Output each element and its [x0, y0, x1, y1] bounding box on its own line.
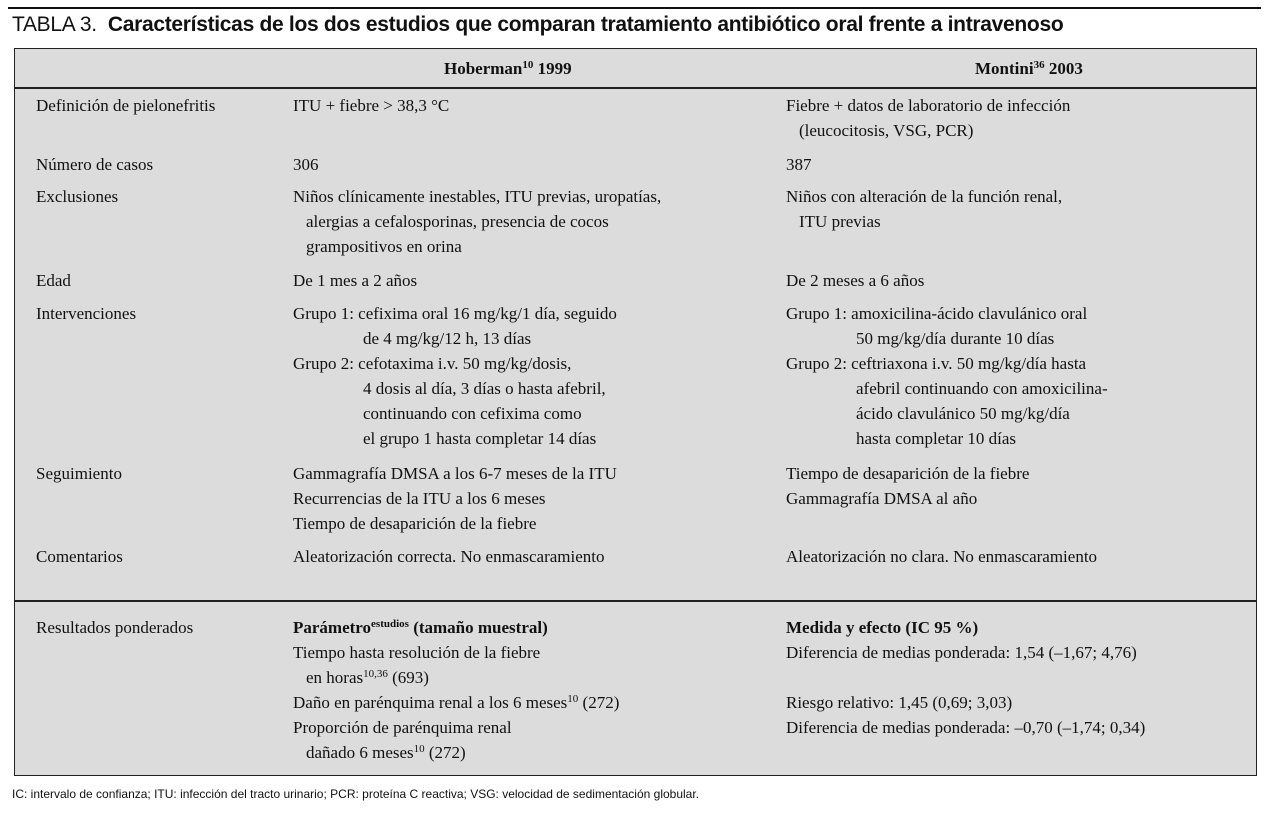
results-divider — [15, 600, 1256, 602]
column-header-hoberman: Hoberman10 1999 — [444, 59, 572, 78]
parameter-text: dañado 6 meses10 (272) — [306, 743, 466, 762]
row-label: Comentarios — [36, 547, 123, 566]
cell-text: Tiempo de desaparición de la fiebre — [786, 464, 1030, 483]
parameter-text: Proporción de parénquima renal — [293, 718, 512, 737]
row-label: Número de casos — [36, 155, 154, 174]
table: Hoberman10 1999 Montini36 2003 Definició… — [14, 48, 1257, 776]
cell-text: Niños clínicamente inestables, ITU previ… — [293, 187, 662, 206]
cell-text: ITU + fiebre > 38,3 °C — [293, 96, 450, 115]
cell-text: Gammagrafía DMSA al año — [786, 489, 978, 508]
parameter-text: Daño en parénquima renal a los 6 meses10… — [293, 693, 620, 712]
row-label: Resultados ponderados — [36, 618, 194, 637]
table-caption: Características de los dos estudios que … — [107, 13, 1064, 36]
row-label: Definición de pielonefritis — [36, 96, 216, 115]
table-title: TABLA 3. Características de los dos estu… — [12, 13, 1064, 37]
top-rule — [8, 7, 1261, 9]
cell-text: (leucocitosis, VSG, PCR) — [799, 121, 974, 140]
cell-text: Aleatorización correcta. No enmascaramie… — [293, 547, 605, 566]
column-header-montini: Montini36 2003 — [975, 59, 1083, 78]
cell-text: grampositivos en orina — [306, 237, 462, 256]
cell-text: hasta completar 10 días — [856, 429, 1017, 448]
row-label: Exclusiones — [36, 187, 119, 206]
cell-text: 4 dosis al día, 3 días o hasta afebril, — [363, 379, 606, 398]
cell-text: afebril continuando con amoxicilina- — [856, 379, 1108, 398]
effect-text: Diferencia de medias ponderada: 1,54 (–1… — [786, 643, 1137, 662]
cell-text: Grupo 1: cefixima oral 16 mg/kg/1 día, s… — [293, 304, 617, 323]
cell-text: 387 — [786, 155, 812, 174]
parameter-header: Parámetroestudios (tamaño muestral) — [293, 618, 548, 637]
effect-text: Diferencia de medias ponderada: –0,70 (–… — [786, 718, 1146, 737]
cell-text: ácido clavulánico 50 mg/kg/día — [856, 404, 1070, 423]
parameter-text: en horas10,36 (693) — [306, 668, 429, 687]
cell-text: Grupo 2: ceftriaxona i.v. 50 mg/kg/día h… — [786, 354, 1087, 373]
cell-text: De 2 meses a 6 años — [786, 271, 925, 290]
cell-text: 306 — [293, 155, 319, 174]
cell-text: Aleatorización no clara. No enmascaramie… — [786, 547, 1098, 566]
cell-text: alergias a cefalosporinas, presencia de … — [306, 212, 609, 231]
cell-text: Recurrencias de la ITU a los 6 meses — [293, 489, 546, 508]
row-label: Intervenciones — [36, 304, 137, 323]
parameter-text: Tiempo hasta resolución de la fiebre — [293, 643, 541, 662]
cell-text: continuando con cefixima como — [363, 404, 582, 423]
effect-header: Medida y efecto (IC 95 %) — [786, 618, 979, 637]
cell-text: Tiempo de desaparición de la fiebre — [293, 514, 537, 533]
table-number: TABLA 3. — [12, 13, 97, 36]
cell-text: de 4 mg/kg/12 h, 13 días — [363, 329, 532, 348]
row-label: Edad — [36, 271, 71, 290]
cell-text: Grupo 2: cefotaxima i.v. 50 mg/kg/dosis, — [293, 354, 572, 373]
cell-text: Gammagrafía DMSA a los 6-7 meses de la I… — [293, 464, 617, 483]
cell-text: Niños con alteración de la función renal… — [786, 187, 1063, 206]
cell-text: Fiebre + datos de laboratorio de infecci… — [786, 96, 1071, 115]
effect-text: Riesgo relativo: 1,45 (0,69; 3,03) — [786, 693, 1013, 712]
cell-text: el grupo 1 hasta completar 14 días — [363, 429, 597, 448]
header-divider — [15, 87, 1256, 89]
cell-text: 50 mg/kg/día durante 10 días — [856, 329, 1055, 348]
cell-text: De 1 mes a 2 años — [293, 271, 418, 290]
cell-text: Grupo 1: amoxicilina-ácido clavulánico o… — [786, 304, 1088, 323]
footnote: IC: intervalo de confianza; ITU: infecci… — [12, 787, 700, 801]
row-label: Seguimiento — [36, 464, 122, 483]
cell-text: ITU previas — [799, 212, 881, 231]
